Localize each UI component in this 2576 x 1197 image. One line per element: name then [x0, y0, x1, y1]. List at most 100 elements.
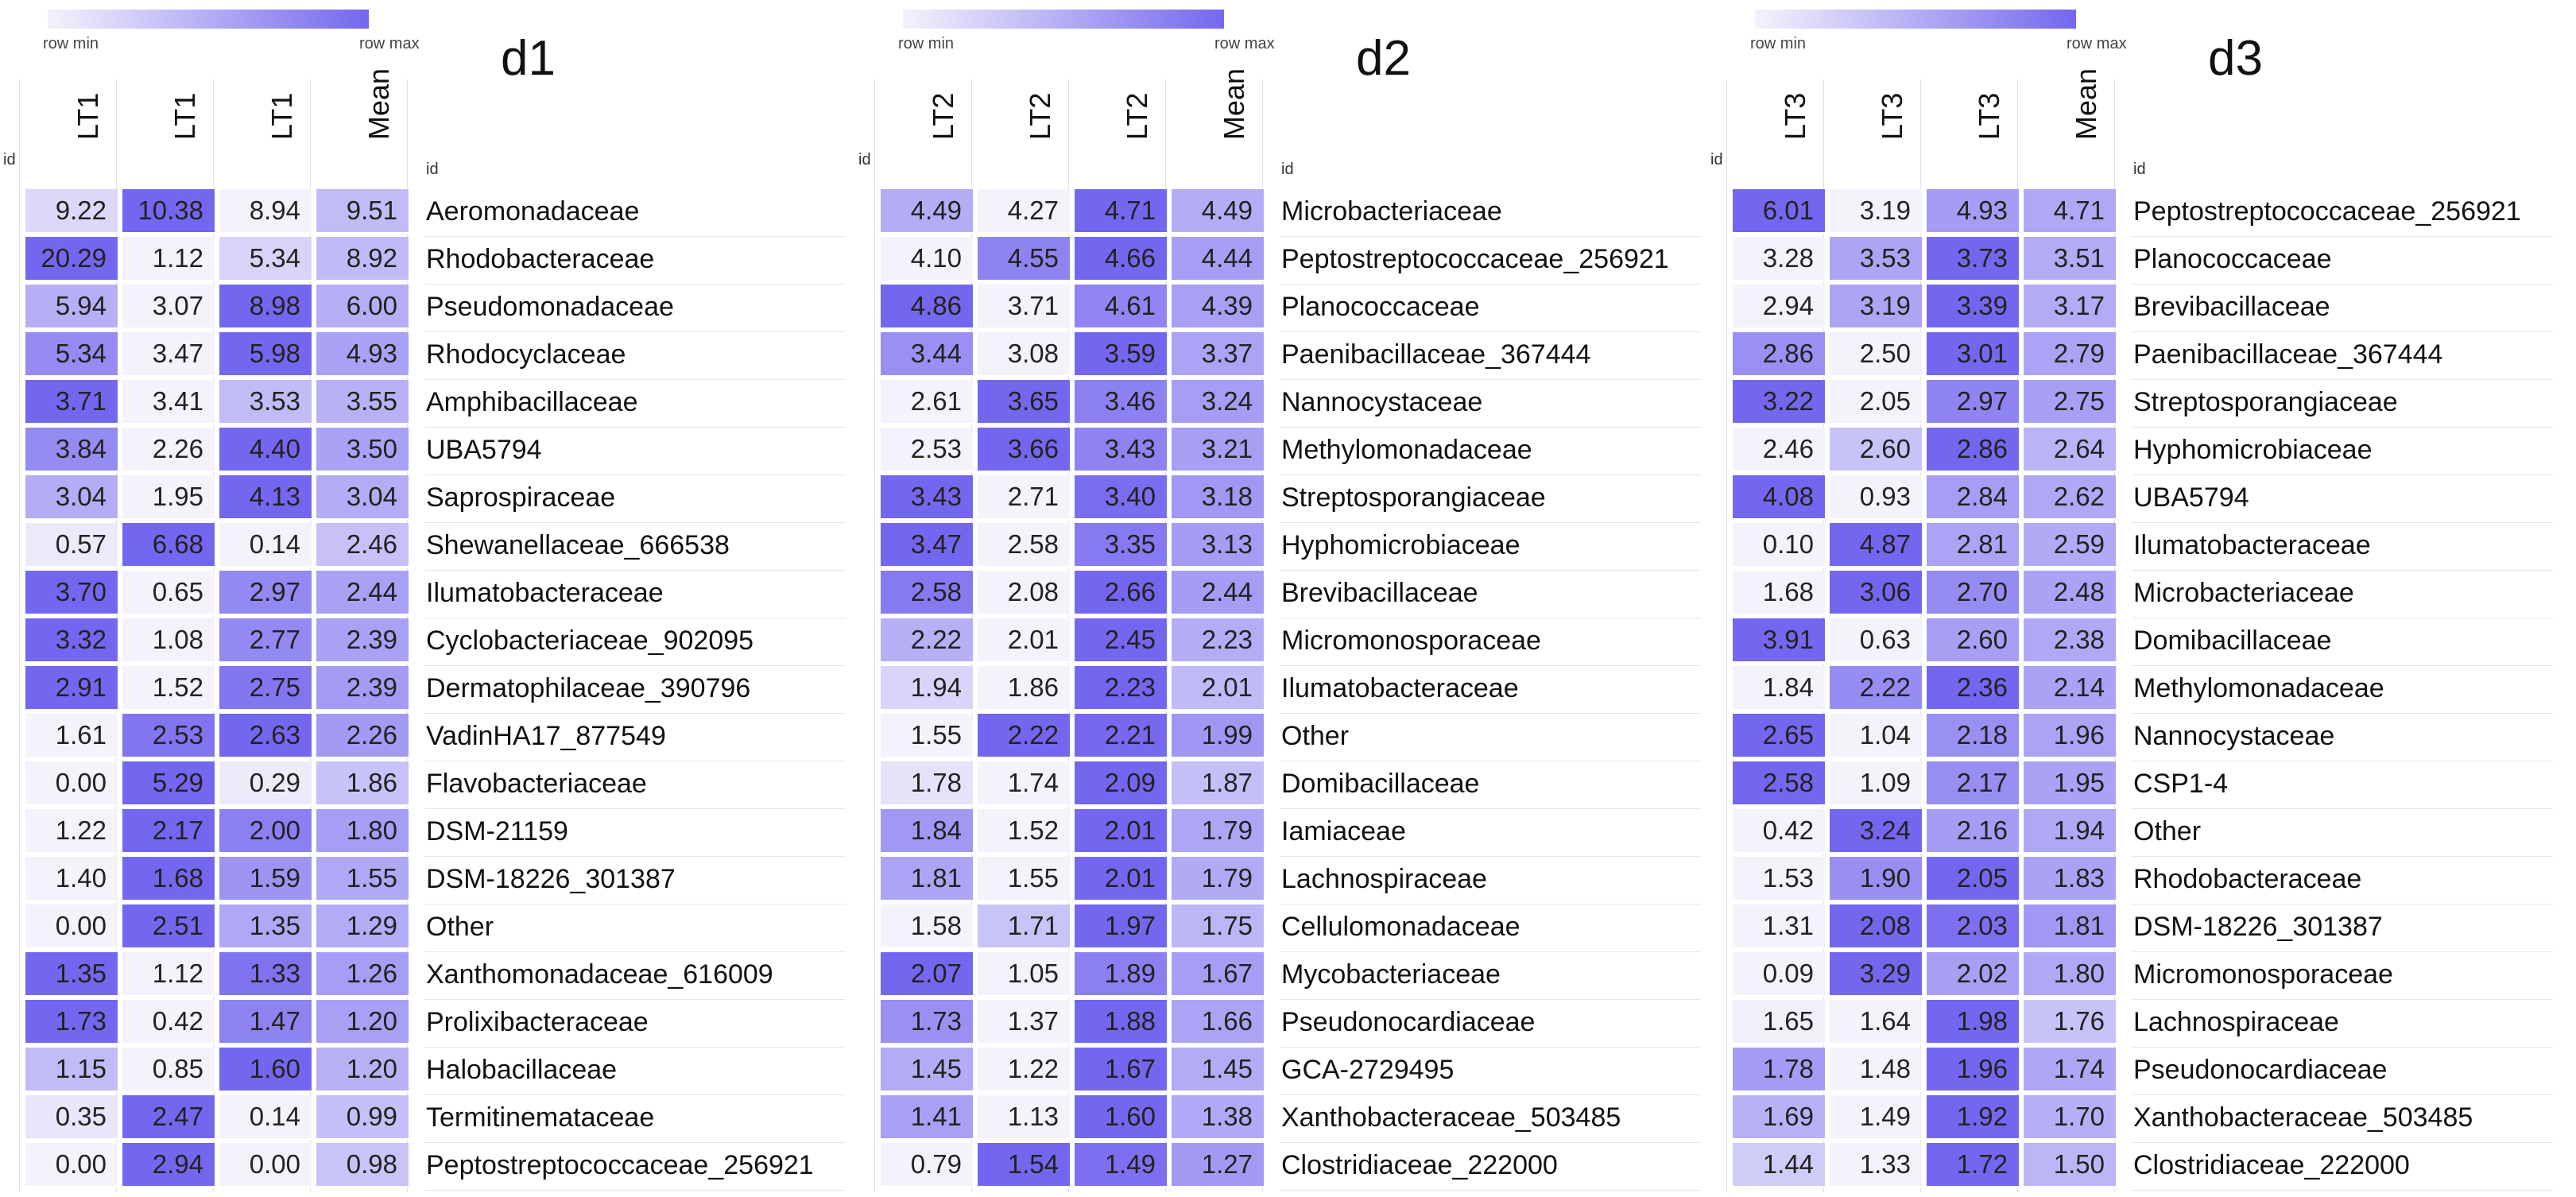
heatmap-cell: 1.69	[1733, 1095, 1826, 1140]
heatmap-cell: 4.93	[316, 332, 410, 377]
heatmap-cell: 20.29	[25, 237, 119, 281]
row-divider	[1280, 1047, 1701, 1048]
heatmap-cell: 3.22	[1733, 380, 1826, 424]
heatmap-cell: 1.09	[1830, 761, 1923, 806]
heatmap-cell: 2.02	[1927, 952, 2020, 997]
heatmap-cell: 2.47	[122, 1095, 216, 1140]
row-label: Paenibacillaceae_367444	[2133, 339, 2443, 370]
column-header-label: Mean	[362, 68, 395, 140]
row-label: Peptostreptococcaceae_256921	[2133, 196, 2521, 227]
column-header: LT3	[1733, 79, 1825, 180]
row-label: Other	[426, 911, 494, 942]
row-divider	[1280, 1142, 1701, 1143]
heatmap-cell: 1.52	[122, 666, 216, 711]
heatmap-cell: 1.55	[881, 714, 974, 758]
heatmap-cell: 3.47	[122, 332, 216, 377]
column-header: LT1	[25, 79, 118, 180]
row-label: Hyphomicrobiaceae	[2133, 434, 2373, 465]
heatmap-cell: 2.00	[219, 809, 313, 854]
row-divider	[2132, 665, 2553, 666]
heatmap-cell: 1.66	[1172, 1000, 1265, 1044]
heatmap-cell: 1.26	[316, 952, 410, 997]
row-label: Ilumatobacteraceae	[2133, 529, 2371, 560]
heatmap-cell: 3.71	[25, 380, 119, 424]
heatmap-cell: 3.39	[1927, 285, 2020, 329]
heatmap-cell: 4.87	[1830, 523, 1923, 568]
heatmap-panel-d1: row min row max d1 id id LT1 LT1 LT1 Mean 9.22 10.…	[0, 0, 850, 1197]
column-header-label: LT2	[1024, 92, 1056, 140]
heatmap-cell: 1.73	[881, 1000, 974, 1044]
heatmap-cell: 1.49	[1830, 1095, 1923, 1140]
heatmap-cell: 2.75	[2024, 380, 2117, 424]
heatmap-cell: 2.08	[978, 571, 1071, 615]
id-label-left: id	[1710, 151, 1723, 169]
heatmap-cell: 1.72	[1927, 1143, 2020, 1187]
heatmap-cell: 0.14	[219, 1095, 313, 1140]
row-divider	[2132, 331, 2553, 332]
row-divider	[1280, 999, 1701, 1000]
heatmap-cell: 1.12	[122, 237, 216, 281]
column-divider	[1726, 79, 1727, 1192]
heatmap-cell: 1.79	[1172, 809, 1265, 854]
heatmap-cell: 4.27	[978, 189, 1071, 234]
heatmap-cell: 2.97	[219, 571, 313, 615]
heatmap-cell: 3.44	[881, 332, 974, 377]
heatmap-cell: 3.37	[1172, 332, 1265, 377]
heatmap-cell: 2.21	[1075, 714, 1168, 758]
heatmap-cell: 4.93	[1927, 189, 2020, 234]
heatmap-cell: 1.88	[1075, 1000, 1168, 1044]
row-divider	[2132, 1047, 2553, 1048]
column-header-label: LT1	[72, 92, 104, 140]
heatmap-cell: 2.01	[1075, 857, 1168, 901]
heatmap-cell: 2.23	[1172, 618, 1265, 663]
heatmap-cell: 2.22	[1830, 666, 1923, 711]
heatmap-cell: 3.13	[1172, 523, 1265, 568]
heatmap-cell: 2.94	[122, 1143, 216, 1187]
row-divider	[2132, 570, 2553, 571]
heatmap-cell: 1.13	[978, 1095, 1071, 1140]
row-label: Flavobacteriaceae	[426, 768, 647, 799]
heatmap-cell: 5.34	[25, 332, 119, 377]
heatmap-cell: 2.62	[2024, 475, 2117, 520]
heatmap-cell: 2.18	[1927, 714, 2020, 758]
heatmap-cell: 1.76	[2024, 1000, 2117, 1044]
id-label-left: id	[858, 151, 871, 169]
heatmap-cell: 1.54	[978, 1143, 1071, 1187]
heatmap-cell: 3.55	[316, 380, 410, 424]
heatmap-cell: 1.22	[978, 1048, 1071, 1092]
heatmap-cell: 2.61	[881, 380, 974, 424]
row-label: DSM-18226_301387	[2133, 911, 2383, 942]
heatmap-cell: 0.00	[219, 1143, 313, 1187]
heatmap-cell: 0.42	[1733, 809, 1826, 854]
heatmap-cell: 1.81	[881, 857, 974, 901]
heatmap-cell: 3.50	[316, 428, 410, 472]
heatmap-cell: 9.22	[25, 189, 119, 234]
row-label: Paenibacillaceae_367444	[1281, 339, 1591, 370]
row-label: UBA5794	[2133, 482, 2249, 513]
row-label: Halobacillaceae	[426, 1054, 618, 1085]
heatmap-cell: 1.74	[2024, 1048, 2117, 1092]
row-label: Streptosporangiaceae	[2133, 386, 2398, 417]
heatmap-cell: 5.29	[122, 761, 216, 806]
row-label: Other	[2133, 815, 2202, 846]
row-label: CSP1-4	[2133, 768, 2229, 799]
row-label: Aeromonadaceae	[426, 196, 640, 227]
heatmap-cell: 2.91	[25, 666, 119, 711]
heatmap-cell: 1.86	[978, 666, 1071, 711]
heatmap-cell: 2.46	[1733, 428, 1826, 472]
row-label: DSM-21159	[426, 815, 568, 846]
row-label: Dermatophilaceae_390796	[426, 672, 751, 703]
heatmap-cell: 8.92	[316, 237, 410, 281]
heatmap-cell: 1.98	[1927, 1000, 2020, 1044]
heatmap-cell: 3.07	[122, 285, 216, 329]
row-divider	[424, 665, 846, 666]
heatmap-cell: 1.68	[122, 857, 216, 901]
row-divider	[424, 522, 846, 523]
heatmap-cell: 0.93	[1830, 475, 1923, 520]
panel-title: d3	[2208, 31, 2263, 86]
column-header-label: LT3	[1876, 92, 1908, 140]
heatmap-cell: 1.41	[881, 1095, 974, 1140]
heatmap-cell: 2.45	[1075, 618, 1168, 663]
column-header-label: Mean	[2070, 68, 2102, 140]
heatmap-cell: 2.84	[1927, 475, 2020, 520]
